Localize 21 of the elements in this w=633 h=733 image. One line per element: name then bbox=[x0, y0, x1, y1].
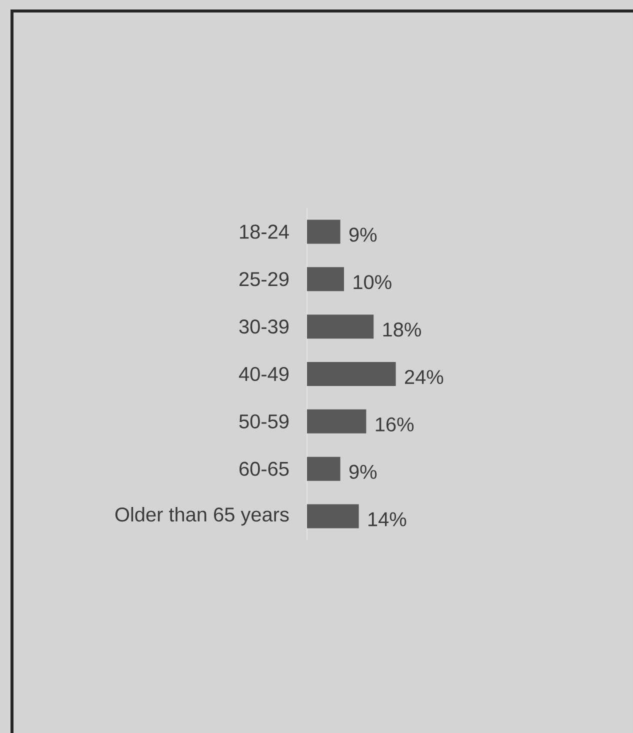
data-label: 16% bbox=[376, 417, 414, 432]
bar bbox=[306, 456, 340, 481]
bar bbox=[306, 267, 344, 292]
data-label: 10% bbox=[354, 275, 392, 290]
bar bbox=[306, 504, 359, 528]
bar bbox=[306, 409, 366, 434]
bar bbox=[306, 220, 340, 244]
y-tick-label: Older than 65 years bbox=[115, 506, 289, 526]
y-tick-label: 30-39 bbox=[239, 320, 289, 334]
data-label: 9% bbox=[349, 228, 377, 242]
data-label: 18% bbox=[383, 322, 421, 337]
y-tick-label: 60-65 bbox=[240, 462, 289, 476]
bar bbox=[306, 362, 396, 386]
data-label: 9% bbox=[349, 464, 377, 479]
bar bbox=[306, 314, 374, 339]
data-label: 14% bbox=[368, 512, 406, 526]
y-tick-label: 18-24 bbox=[240, 224, 289, 239]
y-tick-label: 40-49 bbox=[238, 366, 289, 382]
y-tick-label: 25-29 bbox=[240, 272, 289, 286]
y-tick-label: 50-59 bbox=[239, 414, 289, 428]
data-label: 24% bbox=[404, 370, 444, 384]
